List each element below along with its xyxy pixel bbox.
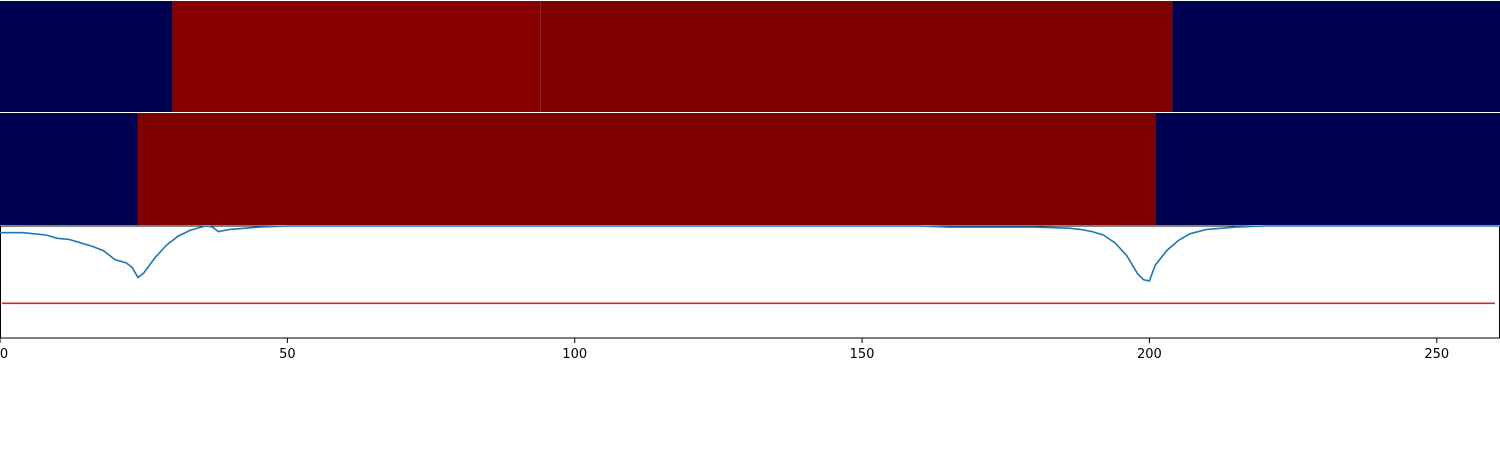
series-line (0, 225, 1500, 282)
heatmap-segment (1172, 1, 1500, 112)
x-tick-label: 100 (562, 347, 587, 362)
heatmap-segment (0, 113, 138, 225)
x-tick-label: 200 (1137, 347, 1162, 362)
heatmap-segment (0, 1, 173, 112)
heatmap-segment (137, 113, 1156, 225)
heatmap-segment (540, 1, 1173, 112)
axes-frame (0, 225, 1500, 339)
heatmap-strip-2 (0, 113, 1500, 225)
heatmap-strip-1 (0, 1, 1500, 112)
x-tick-label: 0 (0, 347, 8, 362)
x-tick-label: 50 (279, 347, 296, 362)
heatmap-segment (1155, 113, 1500, 225)
heatmap-segment (172, 1, 541, 112)
x-axis: 0 50 100 150 200 250 (0, 338, 1449, 362)
line-panel (0, 225, 1500, 339)
x-tick-label: 150 (850, 347, 875, 362)
x-tick-label: 250 (1424, 347, 1449, 362)
